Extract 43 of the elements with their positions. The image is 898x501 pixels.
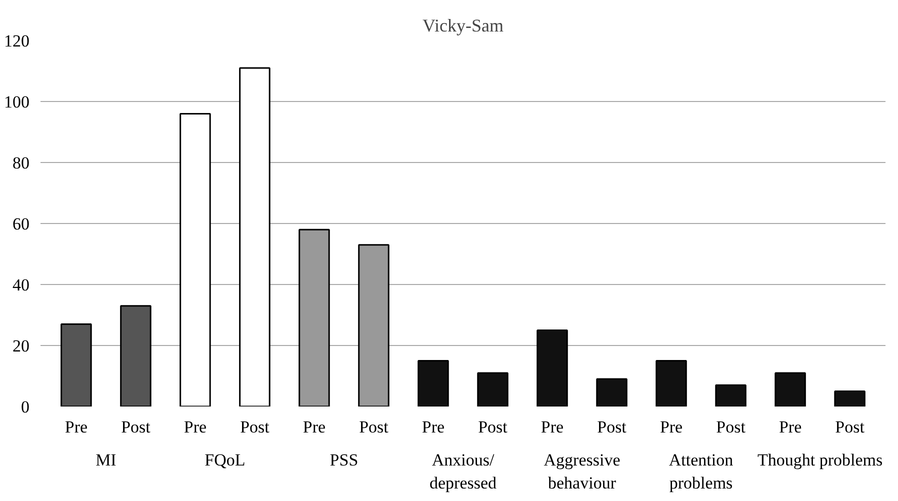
x-tick-label: Pre: [64, 418, 88, 436]
bar: [596, 378, 628, 406]
x-tick-label: Pre: [778, 418, 802, 436]
bar: [120, 305, 152, 406]
x-tick-label: Pre: [422, 418, 445, 436]
x-tick-label: Post: [121, 418, 151, 436]
x-tick-label: Pre: [184, 418, 207, 436]
x-tick-label: Post: [835, 418, 865, 436]
y-tick-label: 40: [12, 276, 30, 294]
bar: [60, 323, 92, 406]
x-tick-label: Post: [716, 418, 746, 436]
bar: [239, 67, 270, 406]
bar: [418, 360, 449, 406]
x-tick-label: Post: [597, 418, 627, 436]
bar: [774, 372, 806, 406]
text: Attention problems: [668, 450, 734, 492]
x-tick-label: Post: [359, 418, 389, 436]
bar: [656, 360, 687, 406]
x-tick-label: Post: [240, 418, 270, 436]
x-tick-label: Pre: [302, 418, 326, 436]
bar: [298, 228, 330, 406]
text: Aggressive behaviour: [544, 450, 620, 492]
y-tick-label: 80: [12, 154, 30, 172]
bar: [358, 244, 390, 406]
text: FQoL: [204, 450, 246, 470]
text: MI: [96, 450, 117, 470]
chart-title: Vicky-Sam: [422, 16, 504, 36]
y-tick-label: 120: [4, 32, 30, 50]
bar: [715, 384, 746, 406]
x-tick-label: Post: [478, 418, 508, 436]
y-tick-label: 0: [21, 398, 30, 416]
y-tick-label: 20: [12, 336, 30, 356]
y-tick-label: 60: [12, 214, 30, 234]
bar: [834, 390, 866, 406]
x-tick-label: Pre: [540, 418, 564, 436]
text: Anxious/ depressed: [429, 450, 498, 492]
text: PSS: [330, 450, 358, 470]
bar: [536, 330, 568, 406]
text: Thought problems: [757, 450, 883, 470]
bar: [477, 372, 508, 406]
y-tick-label: 100: [4, 92, 30, 112]
x-tick-label: Pre: [660, 418, 683, 436]
bar: [180, 112, 211, 406]
